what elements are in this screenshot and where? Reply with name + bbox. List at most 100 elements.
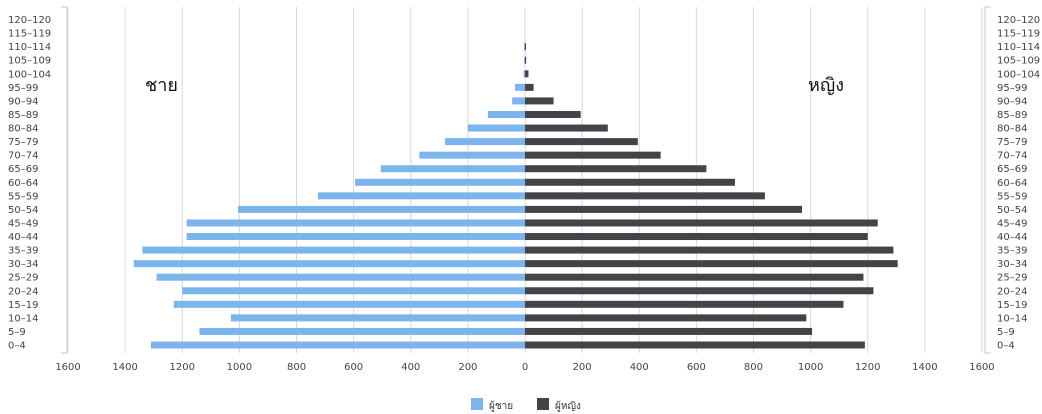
y-tick-label: 35–39 xyxy=(997,246,1027,257)
y-tick-label: 110–114 xyxy=(8,42,51,53)
left-side-label: ชาย xyxy=(145,75,178,96)
male-bar[interactable] xyxy=(445,138,525,146)
female-bar[interactable] xyxy=(525,70,529,78)
legend-label-male[interactable]: ผู้ชาย xyxy=(489,400,513,412)
male-bar[interactable] xyxy=(515,83,525,91)
male-bar[interactable] xyxy=(186,233,525,241)
y-tick-label: 5–9 xyxy=(997,327,1015,338)
y-tick-label: 45–49 xyxy=(997,218,1027,229)
female-bar[interactable] xyxy=(525,205,803,213)
female-bar[interactable] xyxy=(525,110,581,118)
female-bar[interactable] xyxy=(525,246,894,254)
x-tick-label: 800 xyxy=(287,362,306,373)
male-bar[interactable] xyxy=(467,124,525,132)
x-tick-label: 1400 xyxy=(112,362,137,373)
male-bar[interactable] xyxy=(317,192,525,200)
y-tick-label: 115–119 xyxy=(997,29,1040,40)
x-tick-label: 600 xyxy=(687,362,706,373)
male-bar[interactable] xyxy=(156,273,526,281)
legend-swatch-female[interactable] xyxy=(537,398,549,410)
legend[interactable]: ผู้ชาย ผู้หญิง xyxy=(471,398,581,412)
y-tick-label: 75–79 xyxy=(997,137,1027,148)
y-tick-label: 10–14 xyxy=(997,313,1027,324)
x-tick-label: 1400 xyxy=(912,362,937,373)
y-tick-label: 65–69 xyxy=(997,164,1027,175)
male-bar[interactable] xyxy=(512,97,525,105)
y-tick-label: 120–120 xyxy=(8,15,51,26)
y-tick-label: 80–84 xyxy=(8,124,38,135)
x-tick-label: 1000 xyxy=(798,362,823,373)
female-bar[interactable] xyxy=(525,233,868,241)
y-tick-label: 0–4 xyxy=(8,341,26,352)
y-tick-label: 40–44 xyxy=(8,232,38,243)
y-tick-label: 25–29 xyxy=(997,273,1027,284)
y-tick-label: 100–104 xyxy=(8,69,51,80)
female-bar[interactable] xyxy=(525,273,864,281)
x-tick-label: 200 xyxy=(573,362,592,373)
male-bar[interactable] xyxy=(524,43,525,51)
y-tick-label: 90–94 xyxy=(997,96,1027,107)
y-tick-label: 70–74 xyxy=(997,151,1027,162)
female-bar[interactable] xyxy=(525,151,661,159)
y-tick-label: 35–39 xyxy=(8,246,38,257)
female-bar[interactable] xyxy=(525,341,865,349)
y-tick-label: 85–89 xyxy=(997,110,1027,121)
male-bars xyxy=(133,43,526,349)
male-bar[interactable] xyxy=(380,165,525,173)
legend-swatch-male[interactable] xyxy=(471,398,483,410)
female-bar[interactable] xyxy=(525,219,878,227)
male-bar[interactable] xyxy=(487,110,525,118)
female-bar[interactable] xyxy=(525,43,526,51)
y-tick-label: 50–54 xyxy=(8,205,38,216)
y-tick-label: 20–24 xyxy=(8,286,38,297)
male-bar[interactable] xyxy=(199,327,525,335)
male-bar[interactable] xyxy=(523,70,525,78)
male-bar[interactable] xyxy=(133,260,525,268)
y-tick-label: 85–89 xyxy=(8,110,38,121)
y-tick-label: 110–114 xyxy=(997,42,1040,53)
female-bar[interactable] xyxy=(525,124,608,132)
male-bar[interactable] xyxy=(186,219,525,227)
y-tick-label: 65–69 xyxy=(8,164,38,175)
male-bar[interactable] xyxy=(142,246,525,254)
male-bar[interactable] xyxy=(419,151,525,159)
y-tick-label: 100–104 xyxy=(997,69,1040,80)
y-tick-label: 95–99 xyxy=(997,83,1027,94)
y-tick-label: 80–84 xyxy=(997,124,1027,135)
female-bar[interactable] xyxy=(525,178,735,186)
female-bar[interactable] xyxy=(525,165,707,173)
x-tick-label: 1000 xyxy=(227,362,252,373)
female-bar[interactable] xyxy=(525,327,813,335)
female-bars xyxy=(525,43,898,349)
male-bar[interactable] xyxy=(237,205,526,213)
female-bar[interactable] xyxy=(525,192,765,200)
y-tick-label: 45–49 xyxy=(8,218,38,229)
male-bar[interactable] xyxy=(150,341,525,349)
legend-label-female[interactable]: ผู้หญิง xyxy=(555,400,581,412)
y-tick-label: 95–99 xyxy=(8,83,38,94)
female-bar[interactable] xyxy=(525,260,898,268)
y-axis-left-labels: 0–4 5–9 10–14 15–19 20–24 25–29 30–34 35–39 40–4… xyxy=(8,15,51,351)
male-bar[interactable] xyxy=(173,300,525,308)
female-bar[interactable] xyxy=(525,97,554,105)
female-bar[interactable] xyxy=(525,314,807,322)
y-tick-label: 10–14 xyxy=(8,313,38,324)
female-bar[interactable] xyxy=(525,300,844,308)
x-axis-labels: 1600 1400 1200 1000 800 600 400 200 0 200 400 600 80… xyxy=(55,362,994,373)
male-bar[interactable] xyxy=(230,314,525,322)
female-bar[interactable] xyxy=(525,83,534,91)
y-tick-label: 105–109 xyxy=(997,56,1040,67)
male-bar[interactable] xyxy=(524,56,525,64)
female-bar[interactable] xyxy=(525,138,638,146)
y-tick-label: 105–109 xyxy=(8,56,51,67)
y-tick-label: 15–19 xyxy=(8,300,38,311)
male-bar[interactable] xyxy=(182,287,525,295)
x-tick-label: 1600 xyxy=(55,362,80,373)
male-bar[interactable] xyxy=(355,178,525,186)
female-bar[interactable] xyxy=(525,287,874,295)
x-tick-label: 1200 xyxy=(855,362,880,373)
axis-line xyxy=(984,6,991,354)
female-bar[interactable] xyxy=(525,56,527,64)
y-tick-label: 25–29 xyxy=(8,273,38,284)
